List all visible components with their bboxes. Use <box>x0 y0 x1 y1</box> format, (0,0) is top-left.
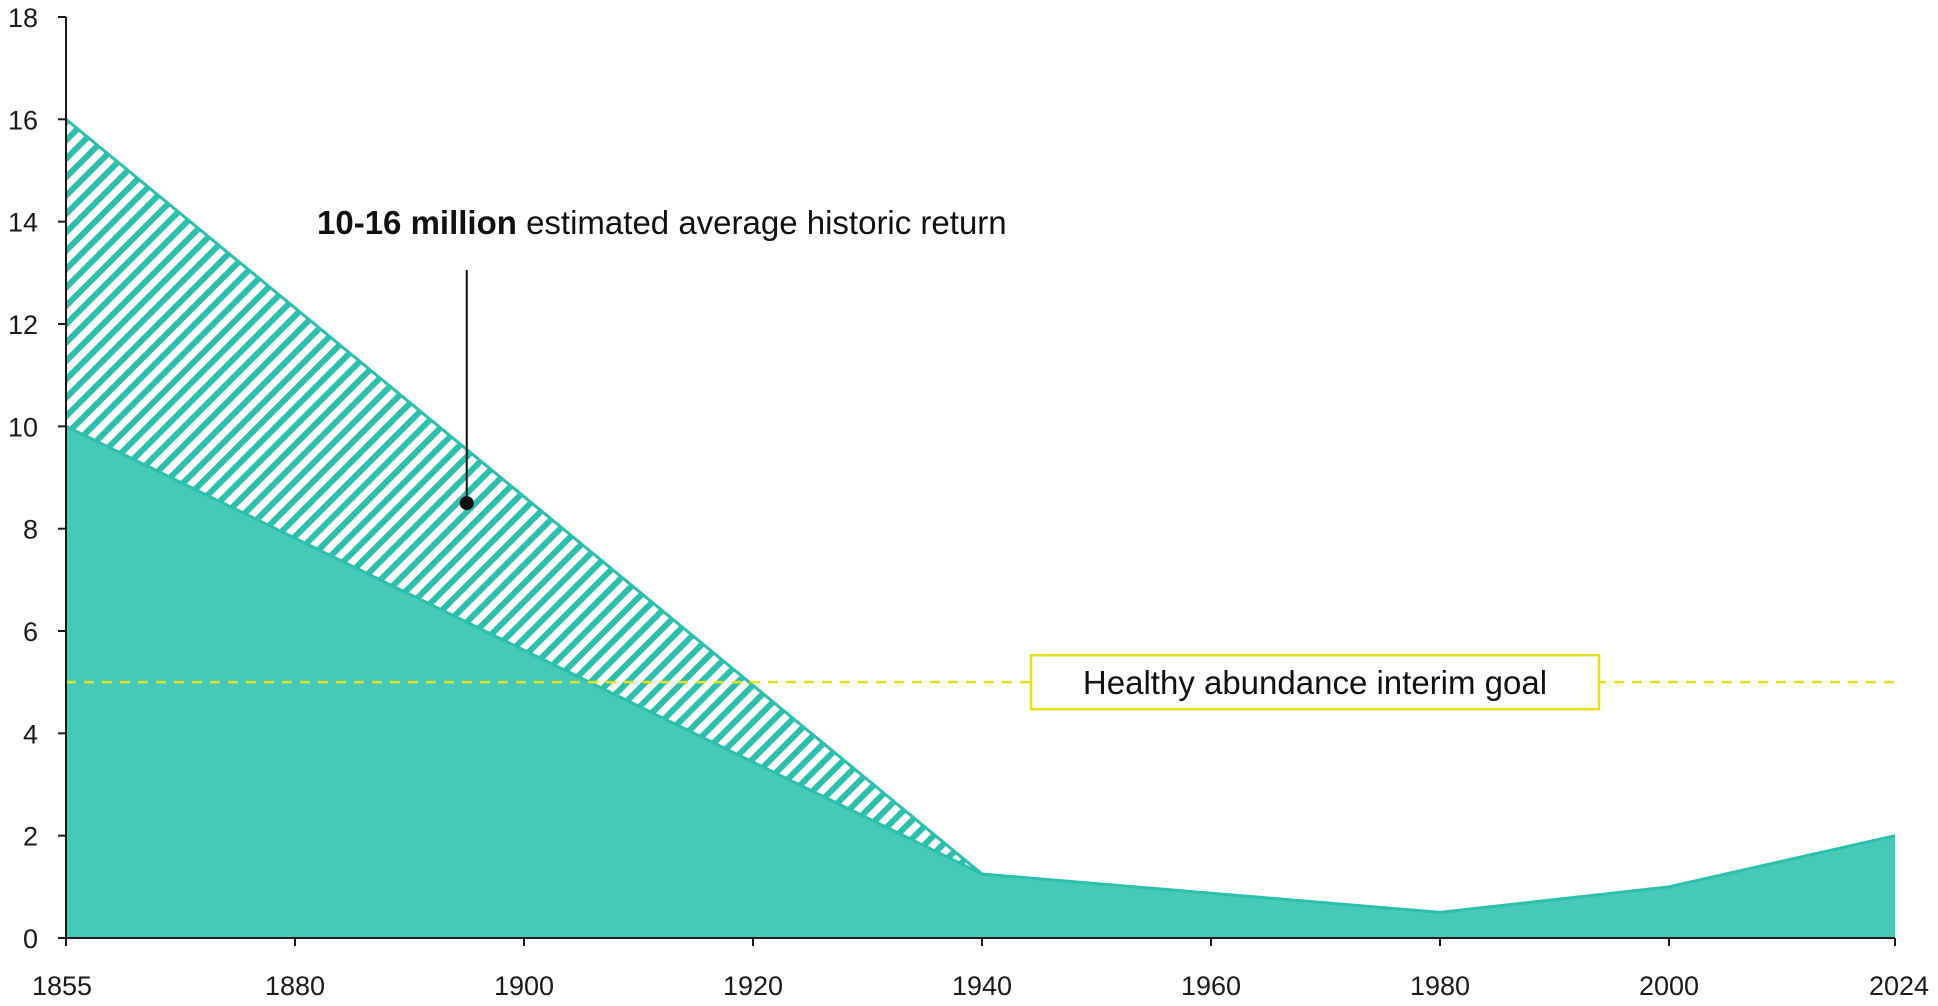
annotation-bold-text: 10-16 million <box>317 204 517 241</box>
axis-layer: 0 2 4 6 8 10 12 14 16 18 1855 1880 1900 1920 1940 1960 1… <box>8 3 1929 1001</box>
y-tick-label: 6 <box>23 617 38 647</box>
annotation-normal-text: estimated average historic return <box>517 204 1007 241</box>
y-tick-label: 4 <box>23 719 38 749</box>
y-tick-label: 2 <box>23 822 38 852</box>
y-tick-label: 12 <box>8 310 38 340</box>
x-tick-label: 2024 <box>1869 971 1929 1001</box>
y-tick-label: 18 <box>8 3 38 33</box>
annotation-layer: 10-16 million estimated average historic… <box>317 204 1007 511</box>
annotation-text: 10-16 million estimated average historic… <box>317 204 1007 241</box>
goal-label-text: Healthy abundance interim goal <box>1083 664 1547 701</box>
x-tick-label: 1940 <box>952 971 1012 1001</box>
x-tick-label: 1880 <box>265 971 325 1001</box>
y-tick-label: 14 <box>8 208 38 238</box>
x-tick-label: 1900 <box>494 971 554 1001</box>
goal-label-box <box>1029 653 1601 711</box>
y-tick-label: 0 <box>23 924 38 954</box>
x-tick-label: 1855 <box>32 971 92 1001</box>
x-tick-label: 1980 <box>1410 971 1470 1001</box>
area-layer <box>66 119 1895 938</box>
line-layer <box>65 118 1896 914</box>
y-tick-label: 10 <box>8 412 38 442</box>
x-tick-label: 2000 <box>1639 971 1699 1001</box>
x-tick-label: 1960 <box>1181 971 1241 1001</box>
solid-area-series <box>66 426 1895 938</box>
y-tick-label: 16 <box>8 105 38 135</box>
solid-series-line <box>65 424 1896 914</box>
upper-estimate-line <box>65 118 983 876</box>
annotation-point-marker <box>459 496 474 511</box>
goal-layer: Healthy abundance interim goal <box>66 653 1895 711</box>
x-tick-label: 1920 <box>723 971 783 1001</box>
y-tick-label: 8 <box>23 515 38 545</box>
